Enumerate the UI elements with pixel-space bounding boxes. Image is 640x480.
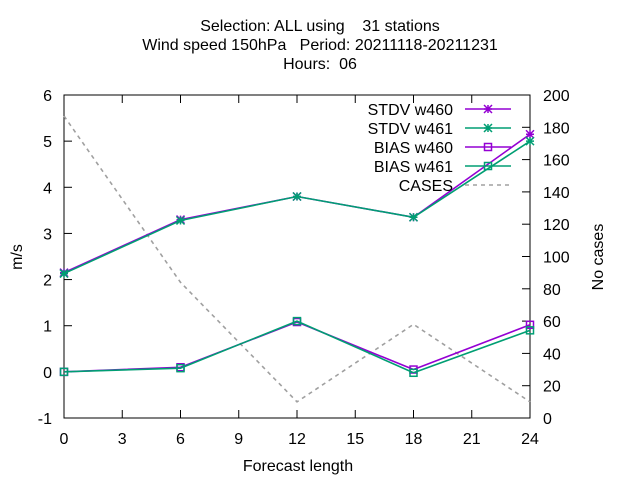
data-point: [408, 212, 419, 222]
y2-tick-label: 200: [543, 88, 570, 105]
y-tick-label: 6: [43, 88, 52, 105]
y-tick-label: -1: [38, 411, 52, 428]
legend-label: STDV w460: [368, 102, 453, 119]
y-tick-label: 5: [43, 134, 52, 151]
y2-tick-label: 60: [543, 314, 561, 331]
legend-label: BIAS w460: [374, 140, 453, 157]
x-tick-label: 6: [176, 431, 185, 448]
y2-tick-label: 0: [543, 411, 552, 428]
legend-label: BIAS w461: [374, 159, 453, 176]
y-tick-label: 2: [43, 273, 52, 290]
y2-axis-label: No cases: [590, 224, 607, 291]
y-tick-label: 3: [43, 226, 52, 243]
x-tick-label: 24: [521, 431, 539, 448]
x-tick-label: 18: [405, 431, 423, 448]
series-line: [63, 140, 531, 275]
y-tick-label: 1: [43, 319, 52, 336]
x-tick-label: 0: [60, 431, 69, 448]
y2-tick-label: 100: [543, 250, 570, 267]
y2-tick-label: 160: [543, 153, 570, 170]
data-point: [525, 136, 535, 146]
legend-marker: [483, 123, 493, 133]
x-tick-label: 12: [288, 431, 306, 448]
series-bias-w461: [59, 316, 535, 378]
data-point: [292, 191, 302, 202]
legend-label: CASES: [399, 178, 453, 195]
y2-tick-label: 20: [543, 379, 561, 396]
legend-marker: [483, 142, 493, 152]
series-stdv-w460: [59, 129, 535, 278]
y2-tick-label: 180: [543, 120, 570, 137]
series-line: [63, 320, 531, 374]
x-tick-label: 21: [463, 431, 481, 448]
x-tick-label: 3: [118, 431, 127, 448]
series-line: [63, 321, 531, 373]
legend-label: STDV w461: [368, 121, 453, 138]
data-point: [409, 368, 418, 378]
chart-title-line-3: Hours: 06: [283, 56, 357, 73]
legend-marker: [483, 104, 493, 114]
data-point: [525, 326, 535, 335]
y-axis-label: m/s: [9, 244, 26, 270]
x-axis-label: Forecast length: [243, 458, 353, 475]
y2-tick-label: 140: [543, 185, 570, 202]
x-axis-ticks: 0 3 6 9 12 15 18 21 24: [60, 95, 539, 448]
data-point: [292, 316, 302, 326]
y2-tick-label: 40: [543, 346, 561, 363]
data-point: [176, 363, 185, 373]
y2-tick-label: 80: [543, 282, 561, 299]
data-point: [59, 367, 69, 377]
series-cases: [63, 115, 531, 403]
y2-axis-ticks: 0 20 40 60 80 100 120 140 160 180 200: [522, 88, 570, 428]
series-line: [63, 115, 531, 403]
data-point: [175, 215, 186, 226]
series-bias-w460: [59, 317, 535, 377]
chart-title-line-1: Selection: ALL using 31 stations: [200, 18, 440, 35]
x-tick-label: 15: [346, 431, 364, 448]
y-tick-label: 4: [43, 180, 52, 197]
y2-tick-label: 120: [543, 217, 570, 234]
y-tick-label: 0: [43, 365, 52, 382]
series-layer: [59, 115, 535, 403]
data-point: [525, 320, 535, 330]
legend: STDV w460 STDV w461 BIAS w460 BIAS w461 CASE…: [368, 102, 511, 195]
data-point: [525, 129, 535, 139]
y-axis-ticks: -1 0 1 2 3 4 5 6: [38, 88, 72, 428]
legend-marker: [483, 161, 493, 171]
data-point: [59, 269, 69, 279]
x-tick-label: 9: [234, 431, 243, 448]
chart-title-line-2: Wind speed 150hPa Period: 20211118-20211…: [142, 37, 498, 54]
series-line: [63, 133, 531, 274]
series-stdv-w461: [59, 136, 535, 279]
